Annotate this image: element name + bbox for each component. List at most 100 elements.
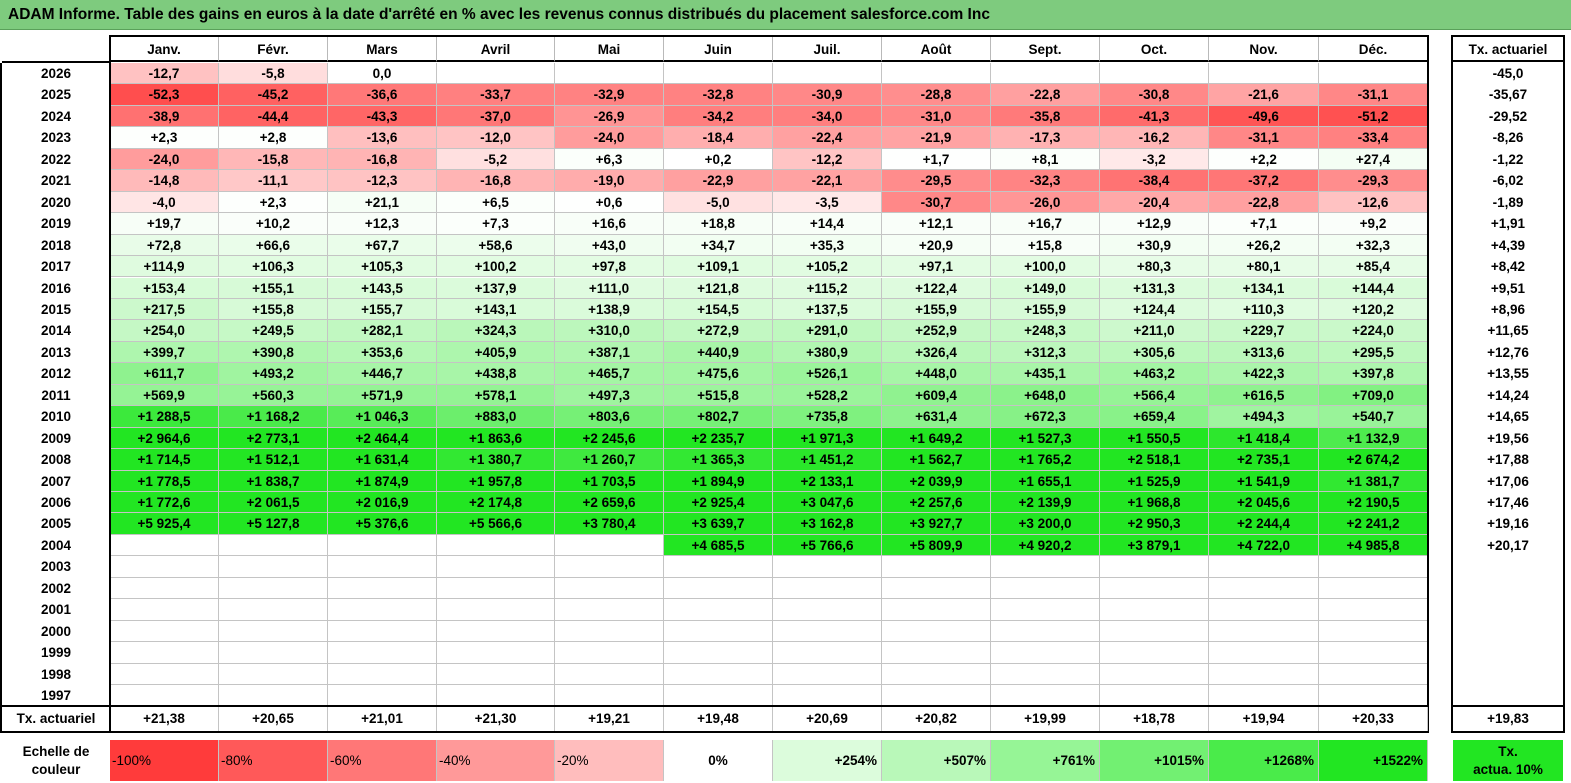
scale-step: 0% (664, 740, 773, 781)
table-cell (664, 63, 773, 85)
month-header: Mai (555, 37, 664, 62)
footer-rate-cell: +19,83 (1487, 711, 1529, 726)
year-label: 2017 (40, 259, 72, 275)
table-cell (991, 577, 1100, 600)
table-cell (1319, 63, 1428, 85)
table-cell: +380,9 (773, 341, 882, 364)
table-cell (219, 577, 328, 600)
table-cell: +224,0 (1319, 320, 1428, 342)
table-cell: +0,2 (664, 148, 773, 171)
table-cell: +560,3 (219, 384, 328, 407)
month-header: Déc. (1319, 37, 1428, 62)
table-cell (1209, 642, 1319, 664)
table-cell (328, 534, 437, 557)
table-cell: -17,3 (991, 127, 1100, 149)
table-cell: +802,7 (664, 406, 773, 428)
table-cell: +1,7 (882, 148, 991, 171)
table-cell (1100, 663, 1209, 686)
divider (1451, 705, 1565, 707)
table-cell (1100, 556, 1209, 578)
table-cell: +1 631,4 (328, 449, 437, 471)
table-cell: +515,8 (664, 384, 773, 407)
table-cell: +124,4 (1100, 298, 1209, 321)
table-cell: +155,7 (328, 298, 437, 321)
scale-step: -100% (110, 740, 219, 781)
table-cell: +709,0 (1319, 384, 1428, 407)
table-cell: +155,8 (219, 298, 328, 321)
table-cell (1209, 577, 1319, 600)
table-cell: +1 418,4 (1209, 427, 1319, 450)
table-cell: -4,0 (110, 191, 219, 214)
table-cell: +3 162,8 (773, 513, 882, 535)
table-cell: +217,5 (110, 298, 219, 321)
table-cell (219, 556, 328, 578)
table-cell: +5 127,8 (219, 513, 328, 535)
table-cell: +131,3 (1100, 277, 1209, 299)
table-cell: +85,4 (1319, 256, 1428, 278)
table-cell (555, 599, 664, 621)
table-cell: +34,7 (664, 234, 773, 257)
table-cell: +397,8 (1319, 363, 1428, 385)
table-cell (1319, 620, 1428, 643)
table-cell: -26,9 (555, 105, 664, 128)
table-cell (1209, 599, 1319, 621)
scale-rate-line2: actua. 10% (1473, 761, 1543, 777)
table-cell: +465,7 (555, 363, 664, 385)
rate-cell: +17,88 (1487, 452, 1529, 468)
table-cell: +2 139,9 (991, 492, 1100, 514)
table-cell (664, 556, 773, 578)
table-cell: +12,9 (1100, 213, 1209, 235)
month-header: Mars (328, 37, 437, 62)
table-cell: +5 766,6 (773, 534, 882, 557)
year-label: 2001 (40, 602, 72, 618)
rate-cell: +13,55 (1487, 366, 1529, 382)
table-cell (773, 599, 882, 621)
table-cell: +154,5 (664, 298, 773, 321)
table-cell: +1 525,9 (1100, 470, 1209, 492)
table-cell: +1 512,1 (219, 449, 328, 471)
table-cell: -37,0 (437, 105, 555, 128)
table-cell: +80,3 (1100, 256, 1209, 278)
table-cell (773, 642, 882, 664)
table-cell (555, 620, 664, 643)
table-cell (882, 685, 991, 707)
table-cell (437, 620, 555, 643)
table-cell: +9,2 (1319, 213, 1428, 235)
table-cell: -38,4 (1100, 170, 1209, 192)
table-cell: -3,5 (773, 191, 882, 214)
table-cell: +7,3 (437, 213, 555, 235)
rate-cell: +20,17 (1487, 537, 1529, 553)
table-cell: +211,0 (1100, 320, 1209, 342)
table-cell (555, 663, 664, 686)
table-cell: -33,7 (437, 84, 555, 106)
table-cell (1319, 599, 1428, 621)
table-cell (110, 620, 219, 643)
table-cell: +2 674,2 (1319, 449, 1428, 471)
table-cell: -5,8 (219, 63, 328, 85)
table-cell: +12,1 (882, 213, 991, 235)
table-cell: +19,7 (110, 213, 219, 235)
table-cell: +2 045,6 (1209, 492, 1319, 514)
table-cell (328, 599, 437, 621)
table-cell: +1 132,9 (1319, 427, 1428, 450)
table-cell: +43,0 (555, 234, 664, 257)
table-cell: +66,6 (219, 234, 328, 257)
table-cell: 0,0 (328, 63, 437, 85)
table-cell: -38,9 (110, 105, 219, 128)
table-cell (773, 63, 882, 85)
year-label: 1997 (40, 688, 72, 704)
table-cell (991, 642, 1100, 664)
table-cell (110, 577, 219, 600)
table-cell: +2 241,2 (1319, 513, 1428, 535)
table-cell: -12,3 (328, 170, 437, 192)
table-cell: +1 288,5 (110, 406, 219, 428)
divider (0, 705, 1429, 707)
rate-cell: +17,06 (1487, 473, 1529, 489)
table-cell: -44,4 (219, 105, 328, 128)
table-cell (664, 577, 773, 600)
year-label: 1998 (40, 666, 72, 682)
table-cell: +326,4 (882, 341, 991, 364)
table-cell (437, 685, 555, 707)
table-cell: +4 685,5 (664, 534, 773, 557)
table-cell (1100, 63, 1209, 85)
